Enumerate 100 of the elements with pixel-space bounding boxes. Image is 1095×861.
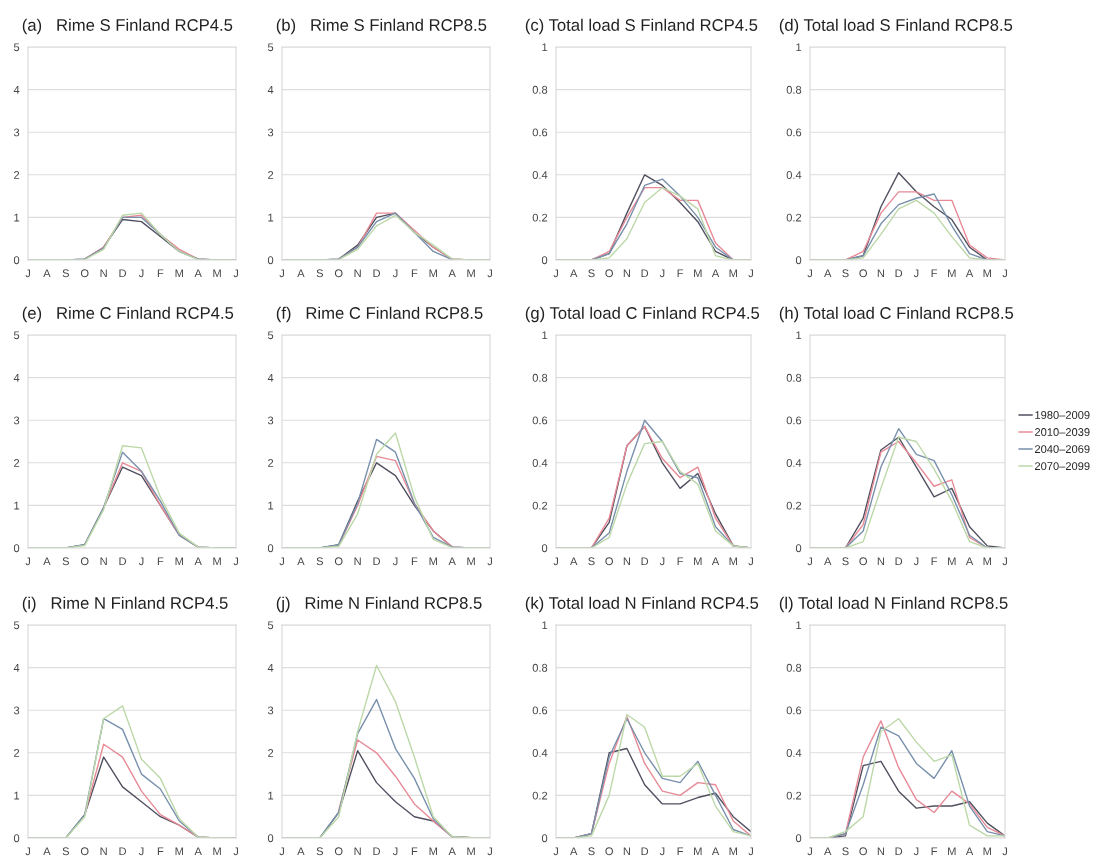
x-tick-label: O (605, 557, 613, 566)
x-tick-label: A (711, 557, 720, 566)
x-tick-label: O (605, 847, 613, 856)
x-tick-label: M (694, 557, 702, 566)
x-tick-label: O (334, 557, 343, 566)
x-tick-label: A (824, 269, 832, 278)
x-tick-label: A (824, 847, 832, 856)
x-tick-label: A (448, 269, 456, 278)
x-tick-label: J (392, 557, 398, 566)
y-tick-label: 0.8 (532, 663, 548, 672)
x-tick-label: J (392, 269, 398, 278)
y-tick-label: 4 (267, 373, 274, 382)
y-tick-label: 4 (267, 85, 274, 94)
x-tick-label: A (570, 557, 578, 566)
y-tick-label: 0.2 (532, 501, 548, 510)
x-tick-label: N (354, 847, 361, 856)
x-tick-label: J (913, 847, 919, 856)
x-tick-label: F (411, 557, 418, 566)
x-tick-label: D (895, 847, 903, 856)
y-tick-label: 3 (267, 416, 274, 425)
x-tick-label: J (279, 269, 284, 278)
x-tick-label: J (553, 557, 558, 566)
y-tick-label: 4 (267, 663, 274, 672)
x-tick-label: S (62, 269, 70, 278)
x-tick-label: D (895, 557, 903, 566)
x-tick-label: J (487, 847, 492, 856)
chart-title: (h) Total load C Finland RCP8.5 (779, 306, 1014, 323)
y-tick-label: 4 (13, 373, 20, 382)
x-tick-label: J (233, 847, 238, 856)
chart-title: (l) Total load N Finland RCP8.5 (779, 596, 1008, 613)
y-tick-label: 3 (13, 706, 20, 715)
x-tick-label: J (748, 847, 753, 856)
y-tick-label: 0.2 (786, 791, 802, 800)
x-tick-label: M (948, 847, 956, 856)
chart-title: (f) Rime C Finland RCP8.5 (276, 306, 483, 323)
x-tick-label: N (354, 269, 361, 278)
y-tick-label: 0.4 (786, 459, 802, 467)
x-tick-label: D (641, 557, 649, 566)
x-tick-label: F (157, 269, 164, 278)
y-tick-label: 1 (542, 621, 548, 630)
y-tick-label: 0.8 (532, 85, 548, 94)
y-tick-label: 3 (13, 128, 20, 137)
x-tick-label: J (25, 269, 30, 278)
chart-title: (c) Total load S Finland RCP4.5 (525, 18, 758, 35)
chart-title: (d) Total load S Finland RCP8.5 (779, 18, 1013, 35)
x-tick-label: J (138, 557, 144, 566)
y-tick-label: 0.2 (532, 213, 548, 222)
x-tick-label: J (233, 557, 238, 566)
y-tick-label: 0.4 (532, 749, 548, 757)
x-tick-label: J (913, 269, 919, 278)
x-tick-label: S (588, 557, 595, 566)
x-tick-label: J (1002, 269, 1007, 278)
y-tick-label: 1 (796, 43, 802, 52)
x-tick-label: A (297, 269, 305, 278)
x-tick-label: F (677, 557, 684, 566)
x-tick-label: O (334, 269, 343, 278)
x-tick-label: A (43, 847, 51, 856)
x-tick-label: M (467, 847, 475, 856)
y-tick-label: 2 (14, 171, 20, 179)
x-tick-label: J (807, 847, 812, 856)
x-tick-label: D (373, 269, 381, 278)
chart-title: (g) Total load C Finland RCP4.5 (525, 306, 760, 323)
x-tick-label: A (570, 847, 578, 856)
y-tick-label: 0 (267, 544, 274, 553)
x-tick-label: N (100, 847, 107, 856)
x-tick-label: J (392, 847, 398, 856)
y-tick-label: 2 (14, 459, 20, 467)
x-tick-label: J (659, 557, 665, 566)
y-tick-label: 0.8 (532, 373, 548, 382)
y-tick-label: 0 (541, 256, 548, 265)
x-tick-label: M (694, 269, 702, 278)
y-tick-label: 3 (267, 706, 274, 715)
x-tick-label: M (948, 269, 956, 278)
x-tick-label: F (931, 269, 938, 278)
y-tick-label: 0.2 (786, 501, 802, 510)
x-tick-label: N (354, 557, 361, 566)
y-tick-label: 1 (268, 501, 274, 510)
y-tick-label: 2 (268, 749, 274, 757)
x-tick-label: A (43, 557, 51, 566)
y-tick-label: 1 (268, 213, 274, 222)
x-tick-label: J (25, 847, 30, 856)
x-tick-label: D (895, 269, 903, 278)
x-tick-label: M (467, 557, 475, 566)
x-tick-label: A (965, 269, 974, 278)
chart-title: (i) Rime N Finland RCP4.5 (22, 596, 228, 613)
y-tick-label: 1 (14, 213, 20, 222)
x-tick-label: S (62, 847, 70, 856)
x-tick-label: M (694, 847, 702, 856)
y-tick-label: 0.4 (532, 171, 548, 179)
x-tick-label: S (316, 847, 324, 856)
y-tick-label: 1 (542, 331, 548, 340)
y-tick-label: 4 (13, 663, 20, 672)
x-tick-label: J (553, 847, 558, 856)
y-tick-label: 0 (267, 834, 274, 843)
y-tick-label: 1 (796, 621, 802, 630)
x-tick-label: J (279, 847, 284, 856)
legend-label: 2040–2069 (1035, 445, 1090, 453)
x-tick-label: D (641, 847, 649, 856)
x-tick-label: J (25, 557, 30, 566)
y-tick-label: 0 (13, 256, 20, 265)
